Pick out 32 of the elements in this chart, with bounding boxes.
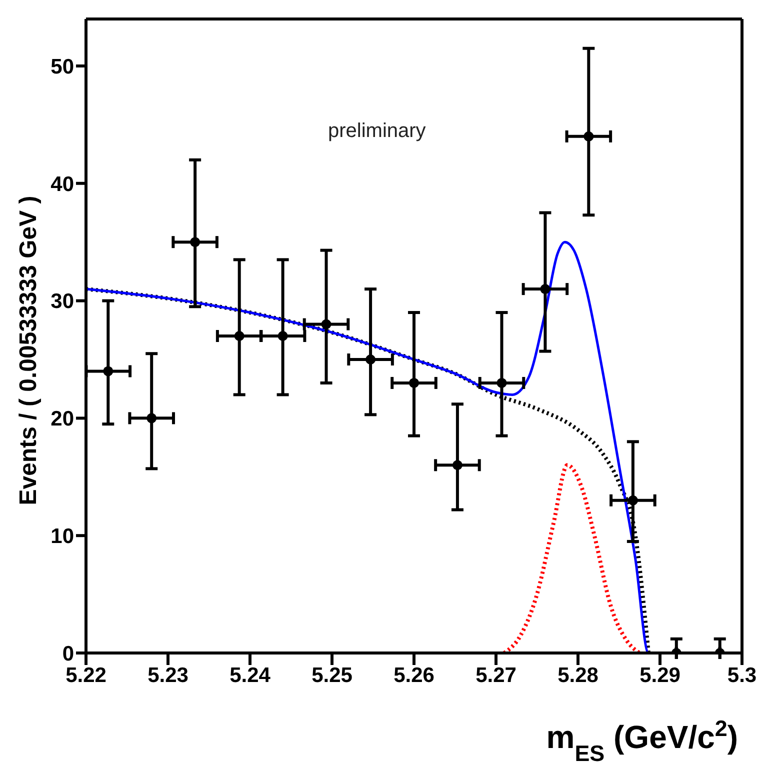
y-tick-label: 30 (50, 290, 74, 314)
x-tick-label: 5.26 (394, 664, 434, 687)
point (146, 413, 157, 424)
point (540, 284, 550, 294)
point (409, 378, 419, 388)
point (452, 460, 462, 470)
x-tick-label: 5.3 (727, 664, 757, 687)
x-tick-label: 5.23 (148, 664, 188, 687)
line-series (502, 463, 642, 653)
point (366, 354, 376, 364)
point (234, 331, 244, 341)
x-tick-label: 5.22 (66, 664, 106, 687)
x-axis-title: m$_{ES}$ (GeV/c$^{2}$) (546, 716, 738, 766)
y-tick-label: 0 (62, 642, 74, 666)
y-tick-label: 10 (50, 525, 74, 548)
point (628, 495, 638, 506)
point (103, 366, 114, 376)
y-axis-title: Events / ( 0.00533333 GeV ) (15, 196, 42, 506)
point (584, 131, 594, 142)
x-tick-label: 5.27 (476, 664, 516, 687)
point (190, 237, 200, 248)
annotation: preliminary (328, 120, 426, 143)
x-tick-label: 5.25 (312, 664, 353, 687)
point (278, 331, 288, 341)
point (321, 319, 332, 330)
y-tick-label: 20 (50, 408, 74, 431)
y-tick-label: 50 (50, 55, 74, 78)
x-tick-label: 5.29 (640, 664, 680, 687)
point (496, 378, 507, 388)
x-tick-label: 5.28 (558, 664, 599, 687)
x-tick-label: 5.24 (230, 664, 271, 687)
y-tick-label: 40 (50, 172, 74, 196)
